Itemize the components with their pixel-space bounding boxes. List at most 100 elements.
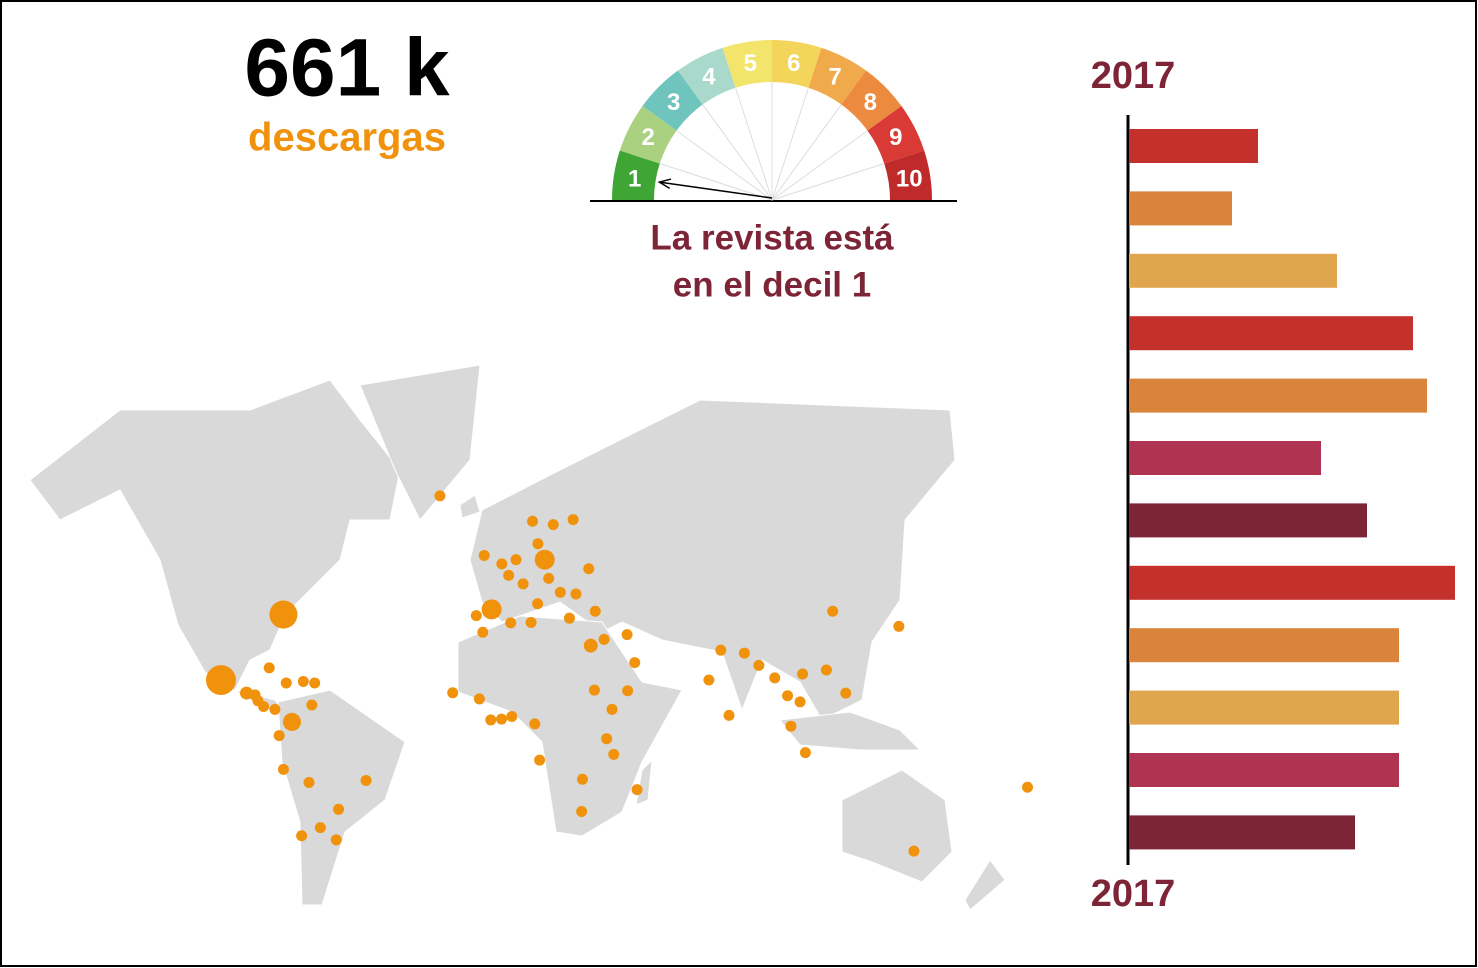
map-dot: [496, 713, 508, 725]
bar: [1129, 503, 1367, 538]
map-dot: [893, 620, 905, 632]
map-dot: [583, 638, 598, 653]
gauge-segment: [619, 105, 677, 164]
map-dot: [547, 519, 559, 531]
map-dot: [703, 674, 715, 686]
map-dot: [785, 720, 797, 732]
map-dot: [525, 616, 537, 628]
map-dot: [330, 834, 342, 846]
map-dot: [273, 730, 285, 742]
map-dot: [510, 554, 522, 566]
map-dot: [517, 578, 529, 590]
gauge-spoke: [771, 163, 885, 201]
map-dot: [820, 664, 832, 676]
map-dot: [769, 672, 781, 684]
map-dot: [782, 690, 794, 702]
gauge-pointer-head: [657, 178, 672, 189]
map-dot: [621, 629, 633, 641]
map-dot: [314, 822, 326, 834]
map-dot: [485, 714, 497, 726]
gauge-segment: [808, 47, 867, 105]
map-dot: [481, 599, 502, 620]
map-dot: [470, 610, 482, 622]
map-dot: [360, 774, 372, 786]
map-dot: [277, 763, 289, 775]
bar: [1129, 129, 1258, 163]
map-dot: [473, 693, 485, 705]
map-dot: [303, 777, 315, 789]
gauge-spoke: [702, 104, 773, 201]
bar: [1129, 316, 1413, 351]
map-dots: [205, 490, 1034, 857]
map-dot: [589, 605, 601, 617]
gauge-segment: [884, 150, 932, 200]
south-america: [277, 689, 406, 906]
map-dot: [280, 677, 292, 689]
gauge-segment: [772, 40, 822, 88]
iceland: [459, 494, 481, 519]
gauge-label: 9: [889, 124, 902, 151]
world-map: [29, 364, 1006, 911]
map-dot: [908, 845, 920, 857]
map-dot: [506, 711, 518, 723]
gauge-label: 2: [641, 124, 654, 151]
map-dot: [631, 784, 643, 796]
bar: [1129, 815, 1355, 850]
bar: [1129, 441, 1321, 475]
map-dot: [543, 572, 555, 584]
map-dot: [794, 696, 806, 708]
map-dot: [434, 490, 446, 502]
map-dot: [715, 644, 727, 656]
bar: [1129, 628, 1399, 663]
headline-value: 661 k: [244, 23, 450, 114]
map-dot: [505, 617, 517, 629]
map-dot: [478, 549, 490, 561]
map-dot: [297, 676, 309, 688]
map-dot: [529, 718, 541, 730]
bar: [1129, 253, 1337, 288]
gauge-spoke: [771, 130, 868, 201]
gauge-spoke: [659, 163, 773, 201]
north-america: [29, 379, 401, 723]
gauge-segment: [867, 105, 925, 164]
map-dot: [1022, 781, 1034, 793]
map-dot: [570, 588, 582, 600]
gauge-caption: La revista está: [650, 218, 894, 257]
gauge-pointer: [659, 181, 773, 199]
gauge-label: 10: [896, 166, 923, 193]
map-dot: [629, 657, 641, 669]
map-dot: [554, 586, 566, 598]
map-dot: [583, 563, 595, 575]
bar: [1129, 191, 1232, 226]
map-dot: [296, 830, 308, 842]
bar: [1129, 378, 1427, 413]
gauge-segment: [612, 150, 660, 200]
map-dot: [576, 806, 588, 818]
map-dot: [797, 668, 809, 680]
gauge-spoke: [735, 87, 773, 201]
gauge-spoke: [771, 104, 842, 201]
gauge-label: 1: [628, 166, 641, 193]
map-dot: [753, 659, 765, 671]
map-dot: [799, 747, 811, 759]
map-dot: [447, 687, 459, 699]
map-dot: [598, 633, 610, 645]
map-dot: [738, 647, 750, 659]
australia: [841, 769, 953, 883]
gauge-label: 8: [864, 89, 877, 116]
gauge-spoke: [771, 87, 809, 201]
map-dot: [477, 626, 489, 638]
gauge-label: 4: [702, 63, 716, 90]
greenland: [359, 364, 481, 521]
gauge-label: 3: [667, 89, 680, 116]
map-dot: [567, 514, 579, 526]
gauge-spoke: [676, 130, 773, 201]
map-dot: [622, 685, 634, 697]
map-dot: [534, 754, 546, 766]
map-dot: [534, 549, 555, 570]
headline-label: descargas: [248, 116, 446, 160]
map-dot: [269, 703, 281, 715]
indonesia: [779, 711, 922, 751]
